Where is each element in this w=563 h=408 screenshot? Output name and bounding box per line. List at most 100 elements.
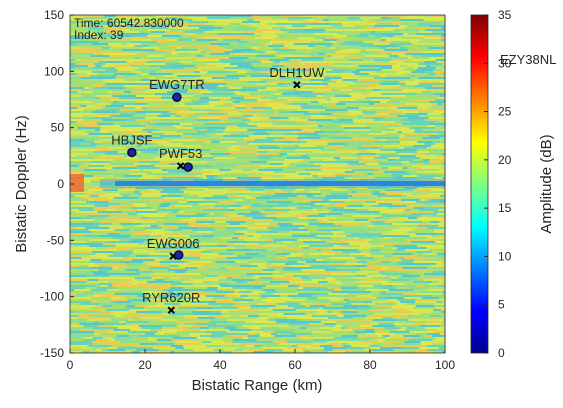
heat-cell [272, 273, 286, 275]
heat-cell [403, 189, 412, 191]
heat-cell [353, 265, 367, 267]
heat-cell [155, 333, 165, 335]
heat-cell [297, 207, 312, 209]
heat-cell [91, 289, 108, 291]
heat-cell [108, 193, 120, 195]
heat-cell [97, 105, 106, 107]
heat-cell [70, 283, 79, 285]
heat-cell [197, 227, 213, 229]
heat-cell [229, 149, 240, 151]
heat-cell [129, 159, 150, 161]
heat-cell [415, 299, 434, 301]
heat-cell [151, 273, 160, 275]
heat-cell [223, 39, 241, 41]
heat-cell [298, 173, 310, 175]
heat-cell [308, 135, 328, 137]
heat-cell [236, 203, 253, 205]
heat-cell [314, 177, 322, 179]
heat-cell [357, 261, 367, 263]
heat-cell [128, 213, 137, 215]
heat-cell [248, 145, 258, 147]
heat-cell [217, 275, 241, 277]
heat-cell [329, 219, 355, 221]
heat-cell [227, 229, 244, 231]
heat-cell [443, 115, 461, 117]
heat-cell [70, 47, 78, 49]
heat-cell [252, 257, 275, 259]
heat-cell [369, 103, 374, 105]
heat-cell [270, 25, 293, 27]
heat-cell [264, 109, 287, 111]
heat-cell [415, 97, 423, 99]
heat-cell [70, 255, 84, 257]
heat-cell [193, 45, 214, 47]
heat-cell [84, 87, 88, 89]
heat-cell [409, 319, 422, 321]
heat-cell [328, 135, 334, 137]
heat-cell [438, 97, 449, 99]
heat-cell [431, 65, 446, 67]
heat-cell [295, 165, 321, 167]
heat-cell [254, 139, 269, 141]
heat-cell [413, 207, 424, 209]
heat-cell [359, 201, 365, 203]
heat-cell [191, 135, 212, 137]
heat-cell [289, 139, 301, 141]
heat-cell [185, 31, 204, 33]
heat-cell [167, 213, 188, 215]
heat-cell [98, 283, 112, 285]
heat-cell [393, 317, 415, 319]
heat-cell [424, 205, 432, 207]
heat-cell [384, 237, 392, 239]
heat-cell [405, 81, 420, 83]
heat-cell [203, 199, 221, 201]
heat-cell [111, 297, 125, 299]
heat-cell [374, 329, 387, 331]
heat-cell [161, 195, 182, 197]
heat-cell [251, 163, 270, 165]
heat-cell [257, 317, 269, 319]
heat-cell [207, 113, 223, 115]
heat-cell [275, 257, 287, 259]
heat-cell [348, 85, 369, 87]
heat-cell [432, 335, 450, 337]
heat-cell [284, 313, 305, 315]
heat-cell [196, 339, 201, 341]
heat-cell [337, 27, 345, 29]
heat-cell [159, 167, 177, 169]
heat-cell [178, 323, 185, 325]
heat-cell [379, 79, 403, 81]
heat-cell [297, 261, 306, 263]
heat-cell [181, 219, 196, 221]
heat-cell [145, 229, 164, 231]
heat-cell [296, 291, 315, 293]
heat-cell [378, 41, 392, 43]
heat-cell [428, 73, 436, 75]
heat-cell [274, 55, 278, 57]
heat-cell [124, 79, 133, 81]
heat-cell [229, 57, 248, 59]
heat-cell [408, 97, 415, 99]
heat-cell [255, 37, 276, 39]
heat-cell [396, 45, 401, 47]
heat-cell [384, 49, 408, 51]
heat-cell [220, 141, 237, 143]
heat-cell [332, 89, 340, 91]
heat-cell [228, 207, 248, 209]
heat-cell [425, 285, 438, 287]
heat-cell [270, 133, 283, 135]
heat-cell [433, 271, 458, 273]
heat-cell [350, 69, 356, 71]
heat-cell [229, 215, 245, 217]
heat-cell [327, 207, 343, 209]
heat-cell [235, 107, 246, 109]
heat-cell [299, 135, 308, 137]
heat-cell [208, 111, 229, 113]
heat-cell [283, 141, 292, 143]
heat-cell [264, 209, 279, 211]
heat-cell [332, 291, 352, 293]
heat-cell [70, 201, 87, 203]
heat-cell [405, 209, 410, 211]
heat-cell [217, 347, 238, 349]
heat-cell [391, 309, 408, 311]
